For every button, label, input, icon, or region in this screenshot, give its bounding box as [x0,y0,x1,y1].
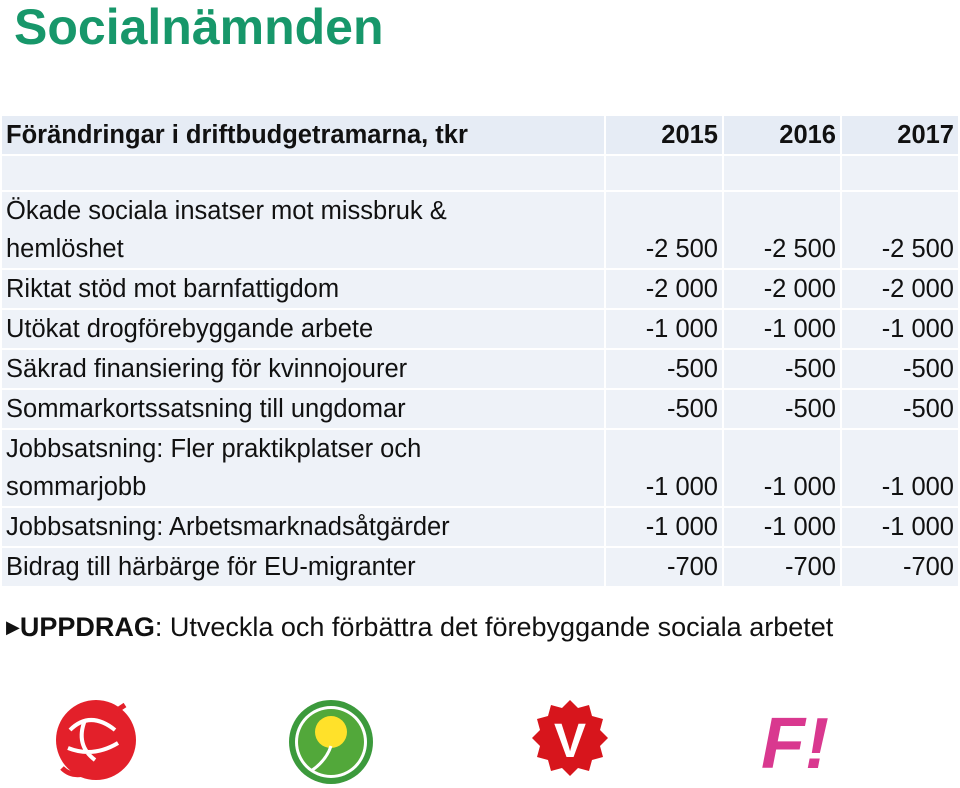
row: Ökade sociala insatser mot missbruk & he… [2,192,958,268]
value-cell: -500 [724,390,840,428]
label-cell: Utökat drogförebyggande arbete [2,310,604,348]
value-cell: -1 000 [606,430,722,506]
value-cell: -1 000 [724,310,840,348]
row: Jobbsatsning: Fler praktikplatser och so… [2,430,958,506]
blank-cell [2,156,604,190]
assignment-text: : Utveckla och förbättra det förebyggand… [154,612,834,642]
value-cell: -2 500 [724,192,840,268]
header-cell: 2016 [724,116,840,154]
rose-logo [56,700,136,780]
label-cell: Bidrag till härbärge för EU-migranter [2,548,604,586]
bullet: ▶ [6,617,20,637]
header-cell: 2015 [606,116,722,154]
value-cell: -700 [842,548,958,586]
value-cell: -500 [842,390,958,428]
value-cell: -1 000 [842,508,958,546]
blank-cell [606,156,722,190]
green-logo [289,700,373,784]
blank-cell [724,156,840,190]
assignment-label: UPPDRAG [19,612,155,642]
value-cell: -500 [606,390,722,428]
value-cell: -1 000 [606,508,722,546]
blank-cell [842,156,958,190]
row: Jobbsatsning: Arbetsmarknadsåtgärder -1 0… [2,508,958,546]
row: Riktat stöd mot barnfattigdom -2 000 -2 00… [2,270,958,308]
value-cell: -1 000 [842,310,958,348]
value-cell: -2 000 [842,270,958,308]
label-cell: Ökade sociala insatser mot missbruk & he… [2,192,604,268]
value-cell: -500 [724,350,840,388]
header-cell: Förändringar i driftbudgetramarna, tkr [2,116,604,154]
title: Socialnämnden [14,0,384,55]
header-cell: 2017 [842,116,958,154]
value-cell: -2 000 [606,270,722,308]
value-cell: -1 000 [724,430,840,506]
budget-table: Förändringar i driftbudgetramarna, tkr 20… [0,114,960,588]
label-cell: Jobbsatsning: Fler praktikplatser och so… [2,430,604,506]
value-cell: -1 000 [842,430,958,506]
label-cell: Sommarkortssatsning till ungdomar [2,390,604,428]
assignment: ▶UPPDRAG: Utveckla och förbättra det för… [6,612,833,643]
row: Utökat drogförebyggande arbete -1 000 -1 0… [2,310,958,348]
value-cell: -700 [606,548,722,586]
value-cell: -2 500 [842,192,958,268]
label-cell: Jobbsatsning: Arbetsmarknadsåtgärder [2,508,604,546]
value-cell: -500 [606,350,722,388]
label-cell: Säkrad finansiering för kvinnojourer [2,350,604,388]
value-cell: -2 500 [606,192,722,268]
value-cell: -2 000 [724,270,840,308]
blank-row [2,156,958,190]
row: Sommarkortssatsning till ungdomar -500 -50… [2,390,958,428]
value-cell: -500 [842,350,958,388]
header-row: Förändringar i driftbudgetramarna, tkr 20… [2,116,958,154]
row: Bidrag till härbärge för EU-migranter -70… [2,548,958,586]
value-cell: -1 000 [724,508,840,546]
row: Säkrad finansiering för kvinnojourer -500… [2,350,958,388]
party-logos: V F! [56,700,829,784]
value-cell: -1 000 [606,310,722,348]
label-cell: Riktat stöd mot barnfattigdom [2,270,604,308]
f-logo-text: F! [761,704,829,784]
value-cell: -700 [724,548,840,586]
v-logo: V [532,700,608,776]
v-logo-text: V [554,715,586,768]
